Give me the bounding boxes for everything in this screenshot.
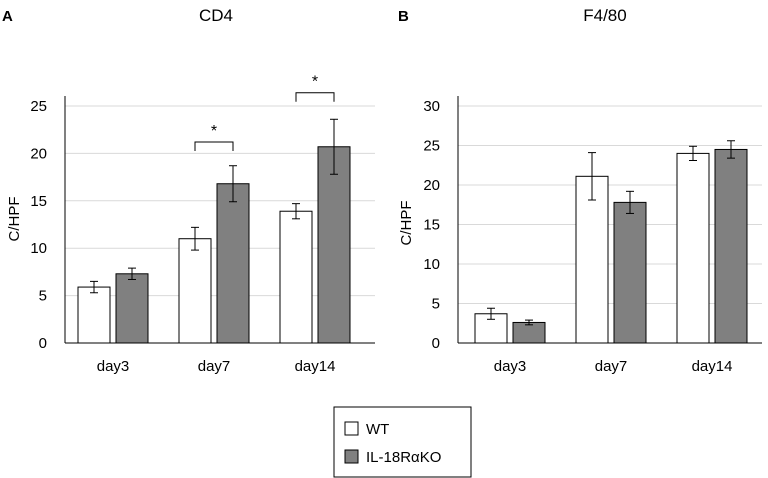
bar-a-s1-day3 [115,273,149,344]
y-tick-label-a-4: 20 [30,145,47,162]
bar-a-s0-day3 [77,286,111,344]
y-tick-label-a-3: 15 [30,193,47,210]
x-tick-label-b-day3: day3 [494,358,527,375]
y-tick-label-b-1: 5 [432,296,440,313]
significance-star-a-day14: * [312,74,318,91]
significance-star-a-day7: * [211,123,217,140]
bar-a-s0-day14 [279,210,313,344]
significance-bracket-a-day7 [194,141,234,152]
bar-a-s1-day7 [216,183,250,344]
x-tick-label-b-day14: day14 [692,358,733,375]
y-tick-label-b-2: 10 [423,256,440,273]
chart-title-b: F4/80 [583,6,626,25]
significance-bracket-a-day14 [295,92,335,102]
panel-letter-a: A [2,8,13,25]
y-axis-label-a: C/HPF [6,197,23,242]
y-tick-label-b-0: 0 [432,335,440,352]
bar-a-s0-day7 [178,238,212,344]
y-tick-label-b-4: 20 [423,177,440,194]
legend-label-wt: WT [366,421,389,438]
x-tick-label-b-day7: day7 [595,358,628,375]
legend-swatch-ko [344,449,359,464]
y-tick-label-a-5: 25 [30,98,47,115]
legend-label-ko: IL-18RαKO [366,449,441,466]
bar-b-s0-day7 [575,175,609,344]
bar-b-s0-day3 [474,313,508,344]
chart-title-a: CD4 [199,6,233,25]
y-tick-label-a-0: 0 [39,335,47,352]
y-axis-label-b: C/HPF [398,201,415,246]
x-tick-label-a-day7: day7 [198,358,231,375]
y-tick-label-a-1: 5 [39,288,47,305]
panel-letter-b: B [398,8,409,25]
y-tick-label-a-2: 10 [30,240,47,257]
bar-b-s0-day14 [676,152,710,344]
bar-b-s1-day7 [613,201,647,344]
y-tick-label-b-5: 25 [423,138,440,155]
x-tick-label-a-day3: day3 [97,358,130,375]
bar-b-s1-day3 [512,321,546,344]
y-tick-label-b-6: 30 [423,98,440,115]
chart-panel-a: A CD4 C/HPF 0 5 10 15 20 25 day3 day7 day14 * * [2,6,375,375]
legend-box [333,406,472,478]
bar-a-s1-day14 [317,146,351,344]
bar-b-s1-day14 [714,148,748,344]
chart-panel-b: B F4/80 C/HPF 0 5 10 15 20 25 30 day3 day7 day14 [398,6,762,375]
y-tick-label-b-3: 15 [423,217,440,234]
legend: WT IL-18RαKO [333,406,472,478]
legend-swatch-wt [344,421,359,436]
x-tick-label-a-day14: day14 [295,358,336,375]
